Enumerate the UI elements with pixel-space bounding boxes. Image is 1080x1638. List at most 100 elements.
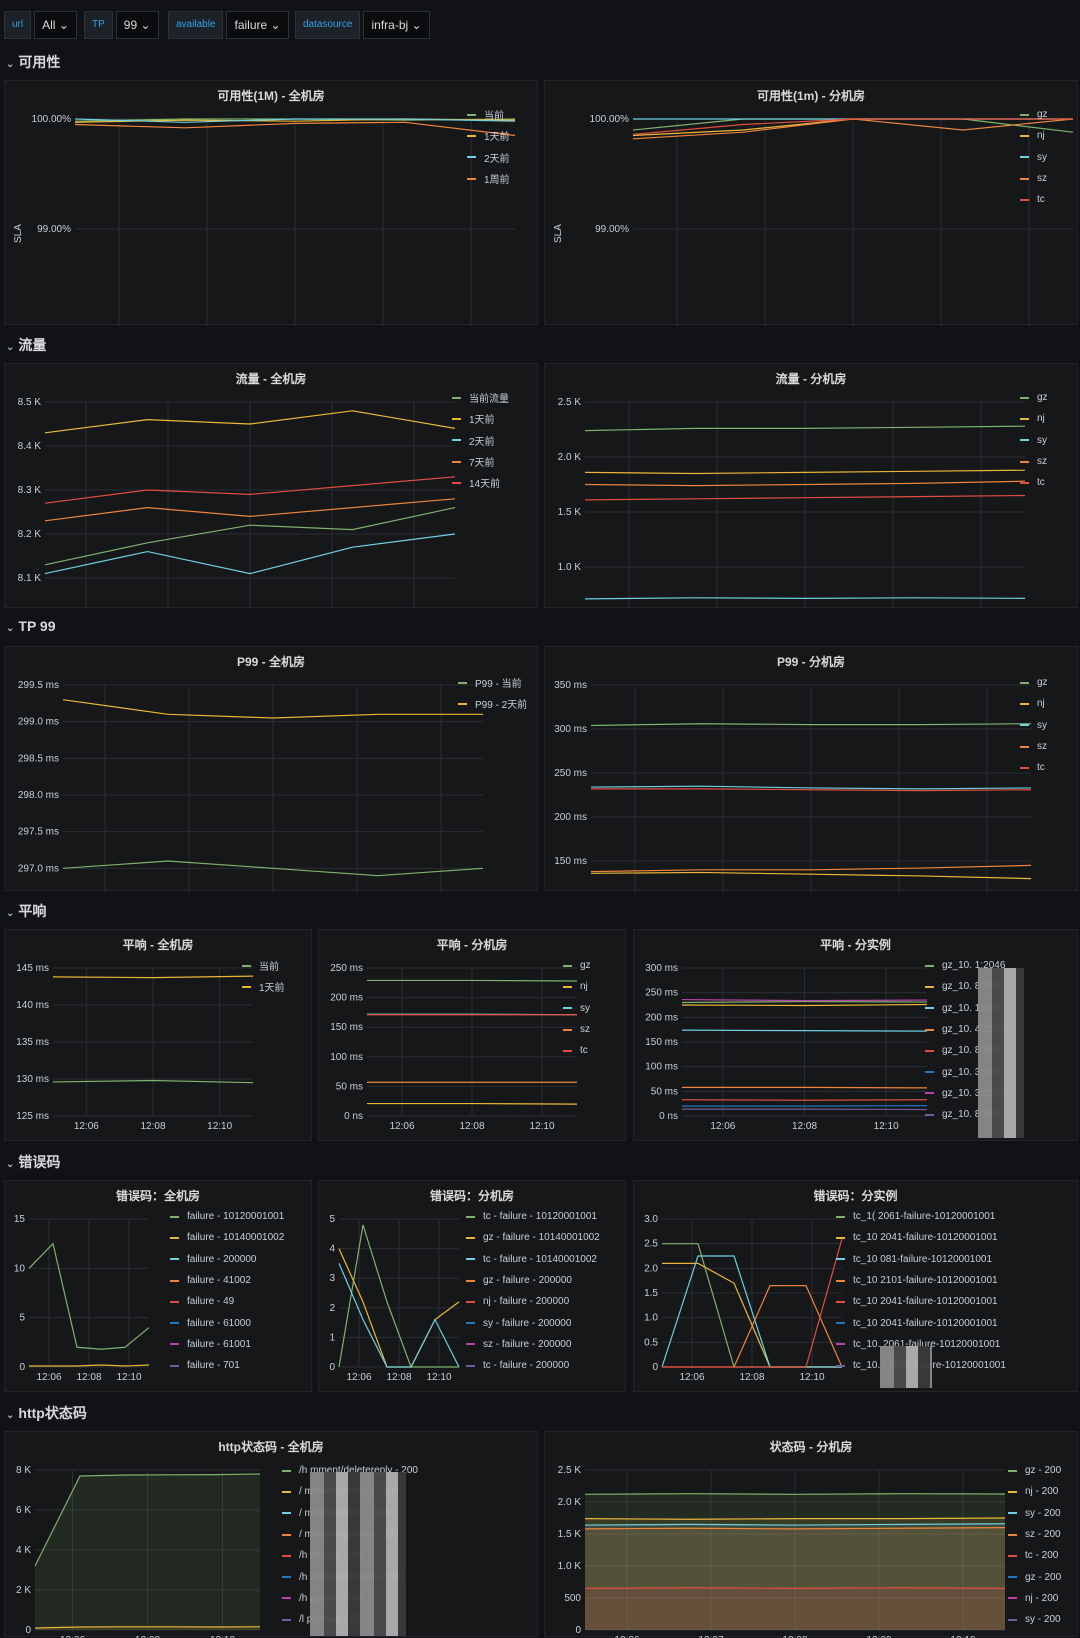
legend-item[interactable]: 1天前 xyxy=(467,125,510,146)
legend-item[interactable]: failure - 701 xyxy=(170,1355,284,1376)
row-tp99[interactable]: ⌄TP 99 xyxy=(6,618,56,634)
legend-item[interactable]: nj xyxy=(1020,693,1048,714)
series-line[interactable] xyxy=(367,980,577,981)
var-available-select[interactable]: failure ⌄ xyxy=(226,11,288,39)
legend-item[interactable]: sz xyxy=(1020,168,1048,189)
legend-item[interactable]: 1天前 xyxy=(452,408,509,429)
legend-item[interactable]: gz xyxy=(563,955,591,976)
legend-item[interactable]: failure - 49 xyxy=(170,1291,284,1312)
legend-item[interactable]: sz xyxy=(563,1019,591,1040)
row-avg-response[interactable]: ⌄平响 xyxy=(6,901,46,921)
legend-item[interactable]: nj xyxy=(1020,125,1048,146)
legend-item[interactable]: 14天前 xyxy=(452,472,509,493)
x-tick-label: 12:08 xyxy=(386,1372,411,1383)
legend-item[interactable]: sy - 200 xyxy=(1008,1503,1061,1524)
panel-p1[interactable]: 可用性(1M) - 全机房100.00%99.00%98.00%12:0512:… xyxy=(4,80,538,325)
legend-item[interactable]: 2天前 xyxy=(467,147,510,168)
legend-item[interactable]: sz xyxy=(1020,736,1048,757)
panel-p2[interactable]: 可用性(1m) - 分机房100.00%99.00%98.00%12:0512:… xyxy=(544,80,1078,325)
legend-item[interactable]: gz xyxy=(1020,104,1048,125)
legend-item[interactable]: sz - failure - 200000 xyxy=(466,1334,600,1355)
legend-item[interactable]: tc - failure - 10120001001 xyxy=(466,1206,600,1227)
legend-item[interactable]: tc_10 2041-failure-10120001001 xyxy=(836,1291,1006,1312)
legend-item[interactable]: 1天前 xyxy=(242,976,285,997)
legend-item[interactable]: failure - 61000 xyxy=(170,1312,284,1333)
legend-item[interactable]: 当前流量 xyxy=(452,387,509,408)
legend-item[interactable]: tc - failure - 200000 xyxy=(466,1355,600,1376)
legend-label: failure - 61000 xyxy=(187,1318,251,1329)
legend-item[interactable]: tc_10 2041-failure-10120001001 xyxy=(836,1227,1006,1248)
legend-item[interactable]: tc xyxy=(1020,472,1048,493)
row-error-codes[interactable]: ⌄错误码 xyxy=(6,1152,60,1172)
var-datasource-select[interactable]: infra-bj ⌄ xyxy=(363,11,429,39)
series-line[interactable] xyxy=(29,1365,149,1366)
legend-item[interactable]: gz xyxy=(1020,387,1048,408)
legend-item[interactable]: 7天前 xyxy=(452,451,509,472)
legend-item[interactable]: tc xyxy=(563,1040,591,1061)
series-line[interactable] xyxy=(585,1494,1005,1495)
legend-item[interactable]: sz xyxy=(1020,451,1048,472)
series-line[interactable] xyxy=(585,598,1025,599)
chart-p14[interactable]: 2.5 K2.0 K1.5 K1.0 K500012:0612:0712:081… xyxy=(545,1432,1079,1638)
legend-item[interactable]: sy xyxy=(563,998,591,1019)
legend-item[interactable]: sy - 200 xyxy=(1008,1609,1061,1630)
legend-item[interactable]: tc_10 081-failure-10120001001 xyxy=(836,1249,1006,1270)
y-tick-label: 99.00% xyxy=(595,224,629,235)
legend-item[interactable]: tc xyxy=(1020,757,1048,778)
legend-item[interactable]: tc_1( 2061-failure-10120001001 xyxy=(836,1206,1006,1227)
legend-item[interactable]: gz - 200 xyxy=(1008,1566,1061,1587)
legend-item[interactable]: tc_10 2041-failure-10120001001 xyxy=(836,1312,1006,1333)
legend-item[interactable]: P99 - 当前 xyxy=(458,672,527,693)
legend-item[interactable]: failure - 10140001002 xyxy=(170,1227,284,1248)
var-url-select[interactable]: All ⌄ xyxy=(34,11,77,39)
row-availability[interactable]: ⌄可用性 xyxy=(6,52,60,72)
legend-item[interactable]: tc_10 2101-failure-10120001001 xyxy=(836,1270,1006,1291)
legend-item[interactable]: failure - 41002 xyxy=(170,1270,284,1291)
legend-item[interactable]: sy xyxy=(1020,147,1048,168)
legend-item[interactable]: sy xyxy=(1020,715,1048,736)
var-tp-select[interactable]: 99 ⌄ xyxy=(116,11,159,39)
legend-item[interactable]: nj xyxy=(563,976,591,997)
chart-p1[interactable]: 100.00%99.00%98.00%12:0512:0612:0712:081… xyxy=(5,81,539,326)
legend-item[interactable]: nj xyxy=(1020,408,1048,429)
legend-item[interactable]: failure - 61001 xyxy=(170,1334,284,1355)
legend-item[interactable]: 2天前 xyxy=(452,430,509,451)
legend-item[interactable]: tc - 200 xyxy=(1008,1545,1061,1566)
legend-item[interactable]: nj - failure - 200000 xyxy=(466,1291,600,1312)
legend-item[interactable]: failure - 200000 xyxy=(170,1249,284,1270)
series-line[interactable] xyxy=(367,1104,577,1105)
legend-item[interactable]: gz xyxy=(1020,672,1048,693)
legend-item[interactable]: tc - failure - 10140001002 xyxy=(466,1249,600,1270)
legend-item[interactable]: gz - 200 xyxy=(1008,1460,1061,1481)
legend-item[interactable]: 1周前 xyxy=(467,168,510,189)
row-traffic[interactable]: ⌄流量 xyxy=(6,335,46,355)
legend-item[interactable]: failure - 10120001001 xyxy=(170,1206,284,1227)
chart-p2[interactable]: 100.00%99.00%98.00%12:0512:0612:0712:081… xyxy=(545,81,1079,326)
legend-label: 1天前 xyxy=(484,128,510,143)
legend-item[interactable]: sy xyxy=(1020,430,1048,451)
legend-item[interactable]: sz - 200 xyxy=(1008,1524,1061,1545)
legend-item[interactable]: tc xyxy=(1020,189,1048,210)
row-http-status[interactable]: ⌄http状态码 xyxy=(6,1403,87,1423)
legend-item[interactable]: gz - failure - 10140001002 xyxy=(466,1227,600,1248)
legend-item[interactable]: gz - failure - 200000 xyxy=(466,1270,600,1291)
legend-item[interactable]: nj - 200 xyxy=(1008,1588,1061,1609)
legend-item[interactable]: P99 - 2天前 xyxy=(458,693,527,714)
legend-item[interactable]: nj - 200 xyxy=(1008,1481,1061,1502)
series-line[interactable] xyxy=(585,1588,1005,1589)
chart-p4[interactable]: 2.5 K2.0 K1.5 K1.0 K50012:0512:0612:0712… xyxy=(545,364,1079,609)
legend-item[interactable]: sy - failure - 200000 xyxy=(466,1312,600,1333)
legend-item[interactable]: 当前 xyxy=(467,104,510,125)
series-line[interactable] xyxy=(682,1030,927,1031)
legend-item[interactable]: 当前 xyxy=(242,955,285,976)
